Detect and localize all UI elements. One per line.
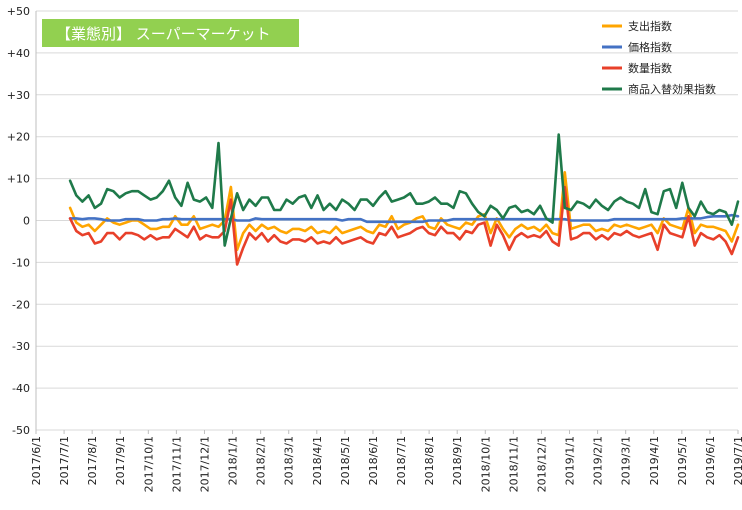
chart-title-background xyxy=(42,19,299,47)
x-tick-label: 2017/9/1 xyxy=(114,436,127,485)
x-axis-ticks: 2017/6/1 2017/7/1 2017/8/1 2017/9/1 2017/10/… xyxy=(30,430,742,492)
y-tick-label: -40 xyxy=(12,382,30,395)
x-tick-label: 2018/8/1 xyxy=(423,436,436,485)
x-tick-label: 2019/1/1 xyxy=(564,436,577,485)
legend-label-3: 商品入替効果指数 xyxy=(628,82,716,96)
x-tick-label: 2018/11/1 xyxy=(507,436,520,492)
y-tick-label: +20 xyxy=(7,131,30,144)
series-lines xyxy=(68,133,740,266)
x-tick-label: 2018/1/1 xyxy=(227,436,240,485)
chart-title: 【業態別】 スーパーマーケット xyxy=(56,25,271,43)
x-tick-label: 2019/4/1 xyxy=(648,436,661,485)
x-tick-label: 2017/12/1 xyxy=(198,436,211,492)
x-tick-label: 2018/4/1 xyxy=(311,436,324,485)
x-tick-label: 2019/6/1 xyxy=(704,436,717,485)
x-tick-label: 2019/7/1 xyxy=(732,436,742,485)
y-tick-label: 0 xyxy=(23,215,30,228)
x-tick-label: 2018/5/1 xyxy=(339,436,352,485)
x-tick-label: 2018/3/1 xyxy=(283,436,296,485)
x-tick-label: 2019/2/1 xyxy=(592,436,605,485)
series-line-3 xyxy=(68,133,740,247)
x-tick-label: 2018/2/1 xyxy=(255,436,268,485)
y-tick-label: -50 xyxy=(12,424,30,437)
x-tick-label: 2017/6/1 xyxy=(30,436,43,485)
x-tick-label: 2019/5/1 xyxy=(676,436,689,485)
legend-label-1: 価格指数 xyxy=(628,40,672,54)
y-axis-ticks: +50 +40 +30 +20 +10 0 -10 -20 -30 -40 -50 xyxy=(7,5,30,437)
y-tick-label: +10 xyxy=(7,173,30,186)
x-tick-label: 2018/9/1 xyxy=(451,436,464,485)
series-line-0 xyxy=(68,171,740,252)
x-tick-label: 2017/10/1 xyxy=(142,436,155,492)
chart-title-box: 【業態別】 スーパーマーケット xyxy=(42,19,299,47)
x-tick-label: 2019/3/1 xyxy=(620,436,633,485)
x-tick-label: 2017/7/1 xyxy=(58,436,71,485)
y-tick-label: -20 xyxy=(12,298,30,311)
x-tick-label: 2018/6/1 xyxy=(367,436,380,485)
x-tick-label: 2018/7/1 xyxy=(395,436,408,485)
series-line-2 xyxy=(68,185,740,266)
y-tick-label: +50 xyxy=(7,5,30,18)
legend-label-2: 数量指数 xyxy=(628,61,672,75)
x-tick-label: 2017/8/1 xyxy=(86,436,99,485)
x-tick-label: 2018/10/1 xyxy=(479,436,492,492)
x-tick-label: 2017/11/1 xyxy=(170,436,183,492)
legend-label-0: 支出指数 xyxy=(628,19,672,33)
series-line-1 xyxy=(68,213,740,224)
y-tick-label: -10 xyxy=(12,256,30,269)
y-tick-label: +40 xyxy=(7,47,30,60)
y-tick-label: -30 xyxy=(12,340,30,353)
x-tick-label: 2018/12/1 xyxy=(535,436,548,492)
y-tick-label: +30 xyxy=(7,89,30,102)
